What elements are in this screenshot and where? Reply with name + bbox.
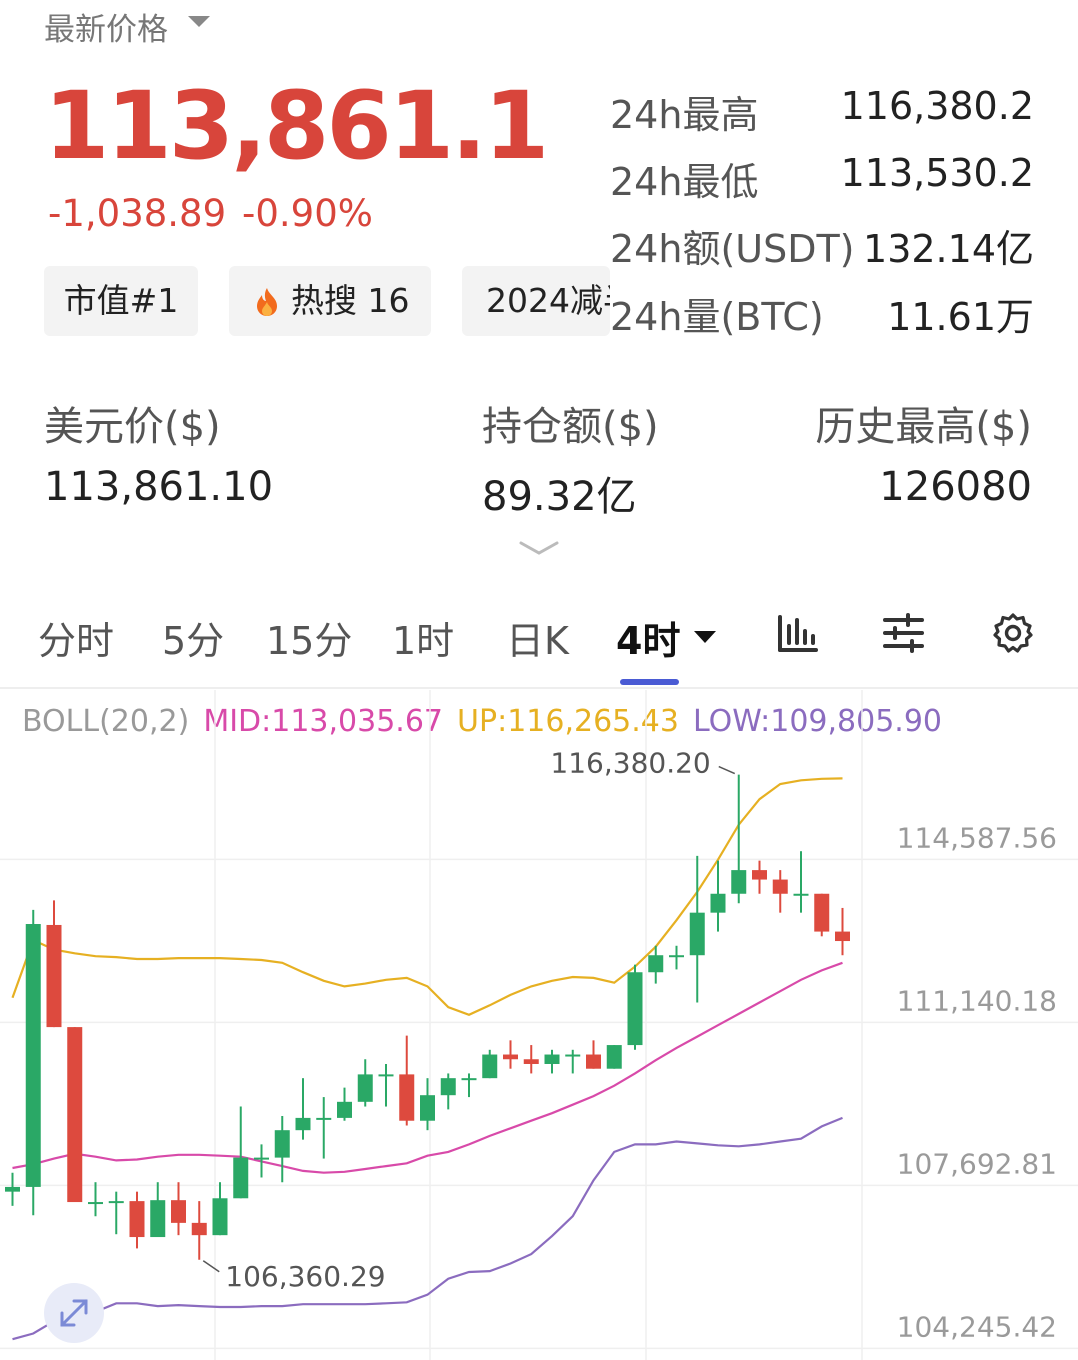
stat-label-24h-low: 24h最低 (610, 160, 759, 204)
max-price-annotation: 116,380.20 (550, 747, 710, 780)
halving-label: 2024减半 (486, 281, 610, 320)
boll-mid-value: MID:113,035.67 (203, 704, 444, 739)
candle-body-down (171, 1200, 186, 1223)
info-label-open-interest: 持仓额($) (482, 404, 659, 450)
candle-body-down (399, 1074, 415, 1121)
tab-1h[interactable]: 1时 (392, 619, 455, 663)
tab-15min[interactable]: 15分 (266, 619, 353, 663)
divider (0, 687, 1078, 689)
stat-label-24h-volume: 24h量(BTC) (610, 295, 824, 339)
settings-sliders-icon[interactable] (882, 612, 924, 654)
candle-body-up (565, 1054, 581, 1057)
candle-body-down (46, 924, 62, 1028)
boll-name: BOLL(20,2) (22, 704, 190, 739)
info-label-usd-price: 美元价($) (44, 404, 221, 450)
hot-search-chip[interactable]: 热搜 16 (229, 266, 431, 336)
chevron-down-icon[interactable] (519, 538, 559, 558)
stat-value-24h-turnover: 132.14亿 (863, 227, 1034, 271)
candle-body-down (752, 870, 767, 880)
candle-body-up (25, 924, 41, 1187)
stat-value-24h-high: 116,380.2 (840, 84, 1034, 128)
price-change-absolute: -1,038.89 (48, 192, 227, 235)
expand-icon (60, 1299, 88, 1327)
candle-body-up (731, 870, 747, 894)
indicator-bars-icon[interactable] (776, 612, 818, 654)
candle-body-up (544, 1054, 560, 1064)
candle-body-up (482, 1054, 498, 1079)
boll-mid-line (12, 961, 843, 1174)
gear-icon[interactable] (992, 612, 1034, 654)
candle-body-up (461, 1078, 477, 1081)
boll-legend: BOLL(20,2) MID:113,035.67 UP:116,265.43 LOW… (22, 704, 956, 739)
candle-body-up (88, 1202, 103, 1205)
candle-body-down (191, 1222, 207, 1236)
candle-body-down (67, 1027, 83, 1203)
info-label-all-time-high: 历史最高($) (815, 404, 1032, 450)
candle-body-up (337, 1101, 352, 1118)
candle-body-up (793, 893, 809, 896)
boll-up-line (11, 777, 843, 1016)
candle-body-down (586, 1054, 601, 1069)
fullscreen-button[interactable] (44, 1283, 104, 1343)
candle-body-up (440, 1078, 456, 1096)
candle-body-up (357, 1074, 373, 1102)
candle-body-up (710, 893, 726, 913)
boll-up-value: UP:116,265.43 (457, 704, 679, 739)
candle-body-up (5, 1186, 20, 1192)
candle-body-up (108, 1201, 124, 1204)
stat-label-24h-turnover: 24h额(USDT) (610, 227, 855, 271)
y-axis-label: 111,140.18 (897, 984, 1057, 1017)
tab-timeshare[interactable]: 分时 (38, 619, 115, 663)
candle-body-up (295, 1117, 311, 1131)
info-value-usd-price: 113,861.10 (44, 464, 274, 510)
candle-body-up (669, 955, 684, 958)
caret-down-icon[interactable] (694, 631, 716, 643)
candle-body-down (503, 1054, 518, 1060)
y-axis-label: 104,245.42 (897, 1310, 1057, 1343)
stat-value-24h-low: 113,530.2 (840, 151, 1034, 195)
boll-low-value: LOW:109,805.90 (692, 704, 943, 739)
candle-body-up (689, 912, 705, 956)
max-annotation-pointer (718, 765, 736, 775)
boll-low-line (12, 1116, 843, 1341)
tab-5min[interactable]: 5分 (162, 619, 225, 663)
market-cap-rank-chip[interactable]: 市值#1 (44, 266, 198, 336)
candle-body-up (648, 955, 664, 973)
candle-body-up (606, 1045, 622, 1069)
active-tab-indicator (620, 679, 679, 685)
price-type-selector[interactable]: 最新价格 (44, 12, 168, 48)
candle-body-up (627, 972, 643, 1046)
info-value-open-interest: 89.32亿 (482, 474, 637, 520)
candle-body-up (233, 1157, 249, 1199)
candle-body-up (420, 1095, 435, 1121)
candle-body-down (835, 931, 850, 942)
caret-down-icon[interactable] (188, 16, 210, 27)
candle-body-up (316, 1117, 332, 1120)
fire-icon (257, 288, 277, 316)
candle-body-down (523, 1059, 539, 1064)
last-price: 113,861.1 (44, 72, 549, 181)
candle-body-down (129, 1201, 145, 1238)
min-annotation-pointer (202, 1260, 220, 1273)
candlestick-chart[interactable]: 114,587.56 111,140.18 107,692.81 104,245.42… (0, 690, 1078, 1360)
candle-body-up (274, 1130, 290, 1158)
candle-body-up (254, 1157, 269, 1160)
stat-label-24h-high: 24h最高 (610, 93, 759, 137)
tab-4h[interactable]: 4时 (616, 619, 681, 663)
hot-search-label: 热搜 16 (291, 281, 410, 320)
y-axis-label: 114,587.56 (897, 821, 1057, 854)
stat-value-24h-volume: 11.61万 (887, 295, 1034, 339)
min-price-annotation: 106,360.29 (225, 1260, 385, 1293)
candle-body-down (814, 893, 830, 932)
tab-daily[interactable]: 日K (506, 619, 569, 663)
candle-body-up (150, 1200, 166, 1238)
candle-body-down (772, 879, 788, 894)
info-value-all-time-high: 126080 (879, 464, 1032, 510)
halving-chip[interactable]: 2024减半 (462, 266, 610, 336)
candle-body-up (378, 1074, 394, 1077)
y-axis-label: 107,692.81 (897, 1147, 1057, 1180)
market-cap-rank-label: 市值#1 (63, 281, 179, 320)
candle-body-up (212, 1198, 228, 1236)
price-change-percent: -0.90% (242, 192, 373, 235)
